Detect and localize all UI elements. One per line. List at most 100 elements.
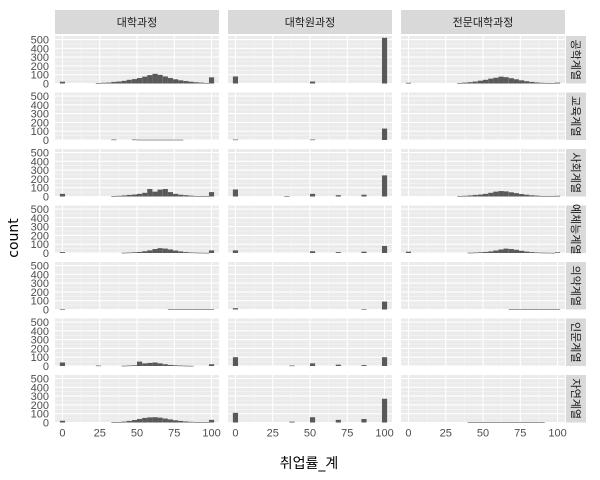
histogram-bar: [131, 365, 138, 366]
y-tick-label: 200: [31, 230, 49, 242]
histogram-bar: [498, 422, 504, 423]
histogram-bar: [208, 192, 215, 197]
histogram-bar: [157, 189, 163, 197]
y-tick-label: 100: [31, 296, 49, 308]
histogram-bar: [121, 195, 127, 197]
histogram-bar: [126, 79, 132, 84]
y-tick-label: 100: [31, 126, 49, 138]
histogram-bar: [178, 365, 184, 367]
histogram-bar: [482, 251, 489, 253]
histogram-bar: [289, 421, 295, 423]
histogram-bar: [544, 252, 550, 254]
histogram-bar: [462, 82, 468, 84]
histogram-bar: [59, 309, 66, 310]
histogram-bar: [167, 192, 173, 197]
histogram-bar: [544, 83, 550, 84]
x-tick-label: 100: [202, 428, 220, 440]
histogram-bar: [173, 193, 179, 197]
row-strip-label: 자연계열: [569, 379, 582, 419]
row-strip: [566, 92, 586, 140]
row-strip: [566, 36, 586, 84]
histogram-bar: [549, 309, 556, 310]
row-strip-label: 사회계열: [569, 153, 582, 193]
histogram-bar: [136, 361, 143, 366]
histogram-bar: [467, 195, 473, 197]
histogram-bar: [524, 251, 530, 253]
histogram-bar: [534, 422, 540, 423]
y-tick-label: 0: [43, 361, 49, 373]
histogram-bar: [503, 248, 509, 253]
histogram-bar: [232, 308, 239, 310]
histogram-bar: [381, 128, 388, 140]
row-strip: [566, 318, 586, 366]
histogram-bar: [167, 419, 173, 423]
histogram-bar: [232, 250, 239, 253]
y-axis-title: count: [6, 218, 22, 258]
histogram-bar: [529, 309, 535, 310]
histogram-bar: [198, 309, 204, 310]
histogram-bar: [116, 422, 122, 423]
x-tick-label: 75: [341, 428, 353, 440]
histogram-bar: [457, 196, 463, 197]
row-strip-label: 의약계열: [569, 266, 583, 306]
histogram-bar: [529, 81, 535, 84]
histogram-bar: [554, 195, 561, 197]
histogram-bar: [178, 194, 184, 197]
row-strip: [566, 205, 586, 253]
histogram-bar: [203, 309, 210, 310]
histogram-bar: [513, 422, 519, 423]
histogram-bar: [405, 82, 412, 84]
y-tick-label: 200: [31, 400, 49, 412]
histogram-bar: [59, 362, 66, 366]
histogram-bar: [152, 249, 158, 253]
histogram-bar: [142, 417, 148, 423]
histogram-bar: [183, 252, 189, 253]
histogram-bar: [147, 189, 153, 197]
row-strip: [566, 375, 586, 423]
histogram-bar: [503, 77, 509, 84]
row-strip-label: 예체능계열: [569, 204, 582, 255]
y-tick-label: 400: [31, 156, 49, 168]
y-tick-label: 400: [31, 100, 49, 112]
histogram-bar: [309, 139, 316, 141]
histogram-bar: [472, 252, 478, 254]
histogram-bar: [131, 252, 138, 253]
histogram-bar: [203, 82, 210, 84]
histogram-bar: [488, 422, 494, 423]
x-tick-label: 100: [548, 428, 566, 440]
y-tick-label: 500: [31, 148, 49, 160]
histogram-bar: [488, 251, 494, 253]
histogram-bar: [173, 79, 179, 84]
histogram-bar: [513, 309, 519, 310]
histogram-bar: [136, 251, 143, 253]
histogram-bar: [101, 82, 107, 84]
histogram-bar: [477, 252, 484, 253]
histogram-bar: [534, 195, 540, 197]
histogram-bar: [232, 189, 239, 197]
histogram-bar: [503, 191, 509, 197]
histogram-bar: [183, 309, 189, 310]
histogram-bar: [188, 195, 194, 197]
x-tick-label: 75: [168, 428, 180, 440]
histogram-bar: [482, 422, 489, 423]
y-tick-label: 400: [31, 326, 49, 338]
histogram-bar: [554, 82, 561, 84]
histogram-bar: [381, 357, 388, 366]
histogram-bar: [529, 195, 535, 197]
y-tick-label: 200: [31, 287, 49, 299]
histogram-bar: [361, 309, 367, 310]
histogram-bar: [203, 422, 210, 423]
histogram-bar: [457, 83, 463, 84]
histogram-bar: [549, 196, 556, 197]
column-strip: [401, 10, 565, 34]
histogram-bar: [59, 420, 66, 423]
histogram-bar: [147, 250, 153, 253]
histogram-bar: [121, 252, 127, 254]
histogram-bar: [126, 420, 132, 423]
histogram-bar: [193, 82, 199, 84]
y-tick-label: 400: [31, 382, 49, 394]
histogram-bar: [116, 195, 122, 197]
y-tick-label: 100: [31, 183, 49, 195]
column-strip: [228, 10, 392, 34]
histogram-bar: [106, 82, 112, 84]
